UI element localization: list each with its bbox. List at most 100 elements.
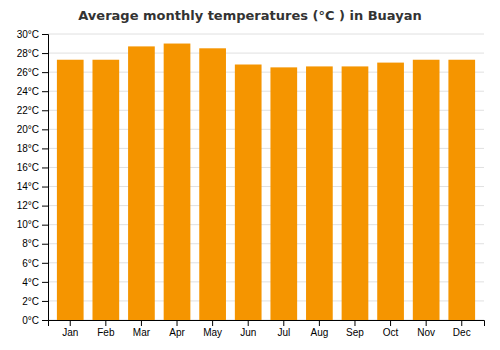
tick-mark <box>42 167 48 168</box>
tick-mark <box>248 320 249 326</box>
bar <box>306 66 333 320</box>
tick-mark <box>42 187 48 188</box>
tick-label: Sep <box>346 327 364 338</box>
tick-label: 30°C <box>17 29 39 40</box>
tick: Jun <box>240 320 256 338</box>
tick: 22°C <box>17 105 48 116</box>
tick: 14°C <box>17 181 48 192</box>
tick-label: 16°C <box>17 162 39 173</box>
x-axis: Jan Feb Mar Apr May Jun Jul Aug Sep Oct Nov Dec <box>49 320 485 338</box>
tick: Oct <box>383 320 399 338</box>
y-axis: 0°C2°C4°C6°C8°C10°C12°C14°C16°C18°C20°C2… <box>17 29 49 326</box>
tick-mark <box>461 320 462 326</box>
title: Average monthly temperatures (°C ) in Bu… <box>78 8 421 23</box>
tick-label: 28°C <box>17 48 39 59</box>
tick: 10°C <box>17 219 48 230</box>
tick-mark <box>42 110 48 111</box>
tick-mark <box>42 129 48 130</box>
tick: 28°C <box>17 48 48 59</box>
tick-label: Oct <box>383 327 399 338</box>
tick-mark <box>42 301 48 302</box>
axis-line <box>49 321 485 327</box>
tick-mark <box>105 320 106 326</box>
tick-mark <box>42 320 48 321</box>
bar <box>57 60 84 320</box>
tick-label: Jun <box>240 327 256 338</box>
tick-label: 12°C <box>17 200 39 211</box>
tick: Apr <box>169 320 185 338</box>
tick-label: 24°C <box>17 86 39 97</box>
tick: 12°C <box>17 200 48 211</box>
tick-label: Jul <box>277 327 290 338</box>
tick-label: 26°C <box>17 67 39 78</box>
tick: 24°C <box>17 86 48 97</box>
tick: Dec <box>453 320 471 338</box>
tick: Feb <box>97 320 115 338</box>
tick: 2°C <box>22 296 48 307</box>
tick-mark <box>42 206 48 207</box>
tick-label: 22°C <box>17 105 39 116</box>
tick-mark <box>354 320 355 326</box>
tick: 30°C <box>17 29 48 40</box>
grid-line <box>48 53 484 54</box>
bar <box>270 67 297 320</box>
tick-label: Dec <box>453 327 471 338</box>
tick: 0°C <box>22 315 48 326</box>
tick-label: 8°C <box>22 238 39 249</box>
tick-mark <box>390 320 391 326</box>
tick-label: Nov <box>417 327 435 338</box>
tick: Aug <box>310 320 328 338</box>
tick: 18°C <box>17 143 48 154</box>
tick: Nov <box>417 320 435 338</box>
bar <box>377 63 404 320</box>
tick-mark <box>42 244 48 245</box>
bar <box>342 66 369 320</box>
tick-label: May <box>203 327 222 338</box>
axis-line <box>42 35 49 321</box>
tick-mark <box>141 320 142 326</box>
bar <box>92 60 119 320</box>
bar <box>199 48 226 320</box>
plot: 0°C2°C4°C6°C8°C10°C12°C14°C16°C18°C20°C2… <box>17 29 485 338</box>
tick: Mar <box>133 320 151 338</box>
bar <box>235 65 262 320</box>
bar <box>164 44 191 320</box>
tick-mark <box>177 320 178 326</box>
tick-label: 2°C <box>22 296 39 307</box>
grid <box>48 34 484 320</box>
tick: 26°C <box>17 67 48 78</box>
bar <box>413 60 440 320</box>
tick-label: Mar <box>133 327 151 338</box>
tick: Sep <box>346 320 364 338</box>
bars <box>57 44 475 320</box>
tick: 6°C <box>22 258 48 269</box>
tick-label: Apr <box>169 327 185 338</box>
tick: 8°C <box>22 238 48 249</box>
tick-label: 10°C <box>17 219 39 230</box>
tick-label: 18°C <box>17 143 39 154</box>
tick: Jul <box>277 320 290 338</box>
tick: Jan <box>62 320 78 338</box>
grid-line <box>48 34 484 35</box>
tick-mark <box>42 53 48 54</box>
tick-label: 6°C <box>22 258 39 269</box>
tick: May <box>203 320 222 338</box>
tick: 16°C <box>17 162 48 173</box>
tick-label: Jan <box>62 327 78 338</box>
tick-label: Feb <box>97 327 115 338</box>
tick-mark <box>42 263 48 264</box>
tick-mark <box>42 91 48 92</box>
bar <box>128 46 155 320</box>
tick-mark <box>42 225 48 226</box>
tick-mark <box>426 320 427 326</box>
tick-mark <box>42 72 48 73</box>
tick: 20°C <box>17 124 48 135</box>
tick-label: 14°C <box>17 181 39 192</box>
tick-label: Aug <box>310 327 328 338</box>
bar <box>448 60 475 320</box>
chart: 0°C2°C4°C6°C8°C10°C12°C14°C16°C18°C20°C2… <box>0 0 500 350</box>
tick-mark <box>42 34 48 35</box>
tick-label: 0°C <box>22 315 39 326</box>
tick-mark <box>283 320 284 326</box>
tick-mark <box>212 320 213 326</box>
